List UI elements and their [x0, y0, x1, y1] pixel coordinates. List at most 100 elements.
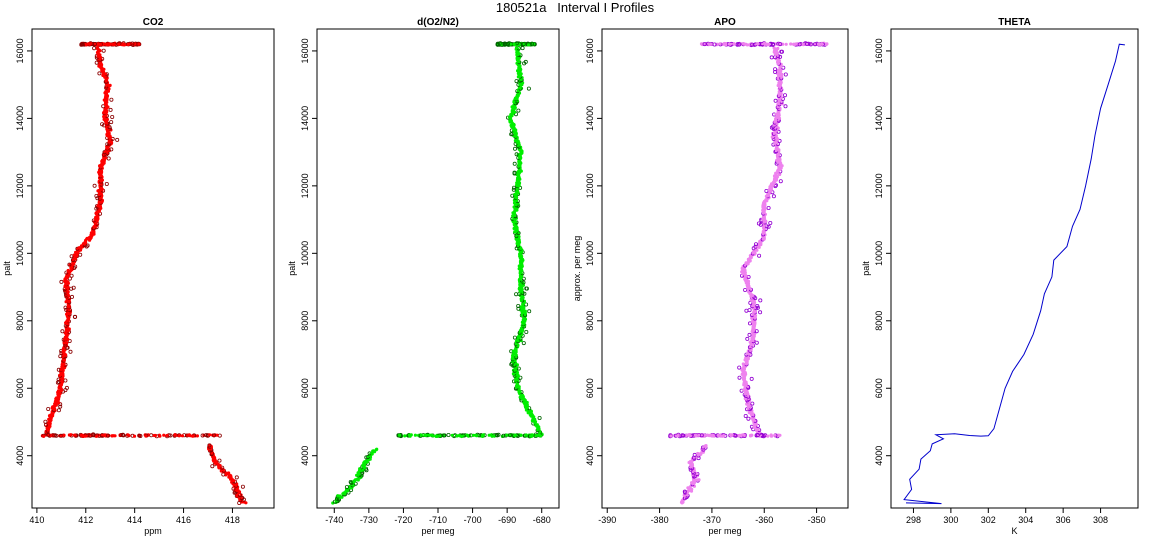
data-point-outline [750, 42, 755, 47]
data-point-outline [109, 97, 114, 102]
data-point-outline [353, 481, 358, 486]
page-title: 180521a Interval I Profiles [495, 0, 655, 15]
data-point-outline [735, 42, 740, 47]
data-point-outline [747, 308, 752, 313]
data-point-outline [512, 161, 517, 166]
data-point [705, 433, 710, 437]
data-point-outline [207, 443, 212, 448]
data-point-outline [516, 366, 521, 371]
y-tick-label: 8000 [300, 311, 310, 331]
data-point [724, 43, 728, 47]
data-point-outline [758, 298, 763, 303]
data-point-outline [747, 332, 752, 337]
data-point-outline [514, 292, 519, 297]
panel-2: APO -390 -380 -370 -360 -350 4000 6000 8000 10000… [572, 17, 849, 536]
x-tick-label: -700 [464, 515, 482, 525]
data-point-outline [513, 146, 518, 151]
data-point-outline [524, 286, 529, 291]
x-tick-label: -740 [325, 515, 343, 525]
data-point [487, 433, 491, 437]
data-point-outline [73, 264, 78, 269]
data-point [766, 434, 770, 438]
data-point [525, 400, 529, 405]
data-point-outline [526, 86, 531, 91]
data-point-outline [69, 254, 74, 259]
x-tick-label: 302 [981, 515, 996, 525]
panel-title: CO2 [143, 17, 164, 28]
data-point-outline [130, 41, 135, 46]
x-tick-label: 414 [127, 515, 142, 525]
data-point [769, 433, 773, 437]
data-point-outline [744, 308, 749, 313]
data-point-outline [754, 340, 759, 345]
data-point-outline [516, 108, 521, 113]
data-point [756, 42, 760, 46]
data-point-outline [497, 41, 502, 46]
data-point [526, 43, 531, 47]
data-point [162, 433, 166, 437]
data-point-outline [168, 433, 173, 438]
data-point-outline [501, 433, 506, 438]
x-axis-label: per meg [708, 526, 741, 536]
y-tick-label: 16000 [874, 38, 884, 63]
data-point [529, 434, 533, 438]
data-point [762, 41, 767, 46]
x-tick-label: 412 [78, 515, 93, 525]
data-point [792, 42, 796, 47]
data-point [455, 434, 459, 438]
data-point-outline [530, 41, 535, 46]
data-point-outline [46, 406, 51, 411]
data-layer [331, 41, 544, 505]
data-point-outline [783, 93, 788, 98]
data-point-outline [106, 156, 111, 161]
data-point-outline [92, 183, 97, 188]
y-tick-label: 6000 [15, 378, 25, 398]
data-point-outline [516, 231, 521, 236]
data-point [102, 433, 106, 437]
data-point [460, 434, 464, 439]
x-tick-label: -390 [598, 515, 616, 525]
y-tick-label: 8000 [585, 311, 595, 331]
data-point [529, 409, 533, 413]
data-point [776, 46, 780, 51]
data-point-outline [769, 55, 774, 60]
data-point [375, 447, 379, 451]
y-tick-label: 12000 [15, 173, 25, 198]
data-point-outline [514, 79, 519, 84]
data-point-outline [105, 142, 110, 147]
y-tick-label: 6000 [585, 378, 595, 398]
data-point [177, 434, 181, 438]
data-point-outline [104, 181, 109, 186]
data-point [69, 433, 73, 437]
data-point-outline [63, 378, 68, 383]
data-point [95, 434, 99, 438]
data-point-outline [766, 205, 771, 210]
data-point-outline [67, 262, 72, 267]
data-point-outline [91, 433, 96, 438]
x-axis-label: K [1011, 526, 1017, 536]
data-point-outline [512, 185, 517, 190]
data-point [195, 434, 199, 438]
data-point [741, 42, 746, 46]
data-point-outline [200, 433, 205, 438]
data-point [684, 434, 688, 438]
y-axis-label: palt [861, 261, 871, 276]
data-point [413, 433, 417, 437]
y-axis-label: palt [2, 261, 12, 276]
data-point [703, 433, 707, 437]
data-point [55, 396, 59, 400]
data-point [122, 43, 126, 47]
y-tick-label: 10000 [874, 241, 884, 266]
data-point-outline [527, 309, 532, 314]
data-point [408, 434, 412, 438]
data-point-outline [755, 303, 760, 308]
data-point [173, 433, 177, 437]
data-point-outline [105, 433, 110, 438]
data-point [773, 433, 777, 437]
data-point-outline [59, 279, 64, 284]
data-point-outline [773, 67, 778, 72]
data-point [741, 362, 745, 366]
data-point-outline [100, 122, 105, 127]
data-point-outline [54, 433, 59, 438]
data-point-outline [746, 416, 751, 421]
